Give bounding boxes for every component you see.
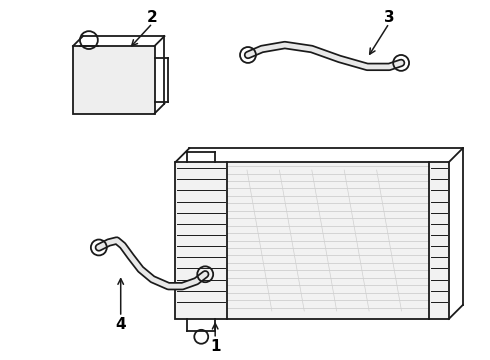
Bar [175, 162, 449, 319]
Text: 3: 3 [384, 10, 394, 25]
Text: 4: 4 [116, 318, 126, 332]
Bar [73, 46, 154, 113]
Text: 2: 2 [147, 10, 158, 25]
Text: 1: 1 [210, 339, 220, 354]
